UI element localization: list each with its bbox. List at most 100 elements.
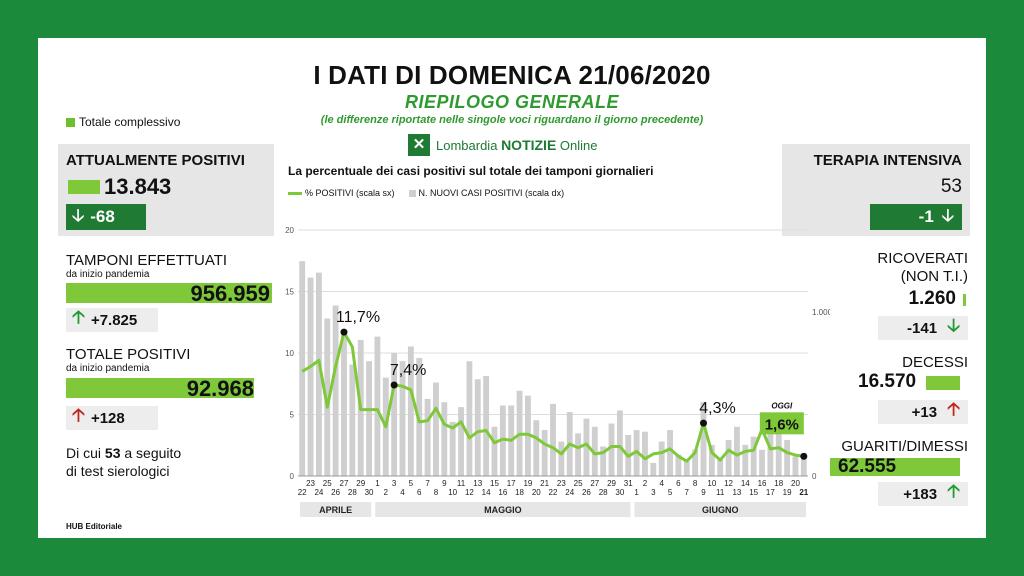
x-tick-label: 4 — [659, 479, 664, 488]
bar — [700, 402, 707, 476]
y-left-tick-label: 20 — [285, 226, 294, 235]
bar — [616, 410, 623, 476]
chart-title: La percentuale dei casi positivi sul tot… — [288, 164, 654, 178]
x-tick-label: 18 — [515, 488, 524, 497]
x-tick-label: 16 — [758, 479, 767, 488]
x-tick-label: 9 — [442, 479, 447, 488]
arrow-down-icon: 🡣 — [941, 205, 954, 225]
bar — [717, 459, 724, 476]
bar — [349, 364, 356, 476]
bar — [407, 346, 414, 476]
label-decessi: DECESSI — [902, 354, 968, 371]
bar — [792, 456, 799, 476]
x-tick-label: 8 — [693, 479, 698, 488]
x-tick-label: 17 — [766, 488, 775, 497]
x-tick-label: 15 — [749, 488, 758, 497]
bar — [667, 430, 673, 476]
totale-value: 92.968 — [186, 376, 254, 401]
y-left-tick-label: 10 — [285, 349, 294, 358]
legend-line: % POSITIVI (scala sx) — [288, 188, 395, 198]
x-tick-label: 29 — [607, 479, 616, 488]
x-tick-label: 2 — [643, 479, 648, 488]
bar — [759, 449, 765, 476]
arrow-down-icon: 🡣 — [72, 205, 85, 225]
bar — [767, 426, 774, 476]
x-tick-label: 5 — [668, 488, 673, 497]
label-tamponi-sub: da inizio pandemia — [66, 269, 150, 280]
totale-delta: 🡡 +128 — [66, 405, 158, 430]
x-tick-label: 7 — [685, 488, 690, 497]
bar — [424, 398, 431, 476]
bar — [642, 431, 648, 476]
bar — [692, 449, 699, 476]
tamponi-bar — [66, 283, 272, 303]
terapia-delta: -1 🡣 — [870, 204, 962, 230]
chart-legend: % POSITIVI (scala sx) N. NUOVI CASI POSI… — [288, 188, 564, 198]
bar — [775, 426, 782, 476]
ricoverati-value: 1.260 — [908, 288, 956, 309]
bar — [491, 426, 498, 476]
bar — [784, 439, 791, 476]
annotation-label: 11,7% — [336, 309, 380, 326]
x-tick-label: 14 — [482, 488, 491, 497]
label-ricoverati: RICOVERATI — [877, 250, 968, 267]
bar — [683, 461, 690, 476]
x-tick-label: 13 — [732, 488, 741, 497]
page-note: (le differenze riportate nelle singole v… — [320, 114, 704, 126]
annotation-label: 7,4% — [390, 362, 426, 379]
x-tick-label: 5 — [409, 479, 414, 488]
x-tick-label: 2 — [384, 488, 389, 497]
bar — [550, 403, 556, 476]
x-tick-label: 11 — [457, 479, 466, 488]
x-tick-label: 19 — [523, 479, 532, 488]
bar — [800, 453, 807, 476]
x-tick-label: 7 — [425, 479, 430, 488]
bar — [433, 382, 439, 476]
x-tick-label: 11 — [716, 488, 725, 497]
guariti-delta: +183 🡡 — [878, 481, 968, 506]
annotation-box — [759, 412, 804, 435]
attualmente-delta: 🡣 -68 — [66, 204, 146, 230]
bar — [675, 454, 682, 476]
bar — [608, 423, 615, 476]
month-band — [300, 502, 372, 517]
x-tick-label: 3 — [392, 479, 397, 488]
sierologici-note: Di cui 53 a seguito di test sierologici — [66, 445, 182, 479]
guariti-value: 62.555 — [838, 456, 897, 477]
x-tick-label: 26 — [582, 488, 591, 497]
x-tick-label: 26 — [331, 488, 340, 497]
bar — [315, 272, 322, 476]
legend-total-label: Totale complessivo — [79, 115, 181, 129]
bar — [725, 439, 732, 476]
label-terapia: TERAPIA INTENSIVA — [813, 152, 962, 169]
annotation-caption: OGGI — [771, 401, 793, 410]
bar — [499, 405, 506, 476]
arrow-down-icon: 🡣 — [947, 315, 960, 335]
x-tick-label: 30 — [615, 488, 624, 497]
bar — [332, 305, 339, 476]
brand: ✕ Lombardia NOTIZIE Online — [408, 134, 616, 156]
x-tick-label: 27 — [590, 479, 599, 488]
bar — [658, 441, 665, 476]
label-totale-sub: da inizio pandemia — [66, 363, 150, 374]
infographic-card: I DATI DI DOMENICA 21/06/2020 RIEPILOGO … — [38, 38, 986, 538]
x-tick-label: 29 — [356, 479, 365, 488]
x-tick-label: 24 — [314, 488, 323, 497]
panel-terapia-intensiva: TERAPIA INTENSIVA 53 -1 🡣 — [782, 144, 970, 236]
annotation-point — [340, 328, 348, 336]
label-tamponi: TAMPONI EFFETTUATI — [66, 252, 228, 269]
bar — [324, 318, 331, 476]
bar — [458, 407, 464, 476]
x-tick-label: 23 — [557, 479, 566, 488]
x-tick-label: 25 — [574, 479, 583, 488]
bar — [399, 361, 406, 476]
x-tick-label: 6 — [417, 488, 422, 497]
x-tick-label: 13 — [473, 479, 482, 488]
x-tick-label: 16 — [498, 488, 507, 497]
annotation-point — [699, 419, 707, 427]
bar — [474, 379, 481, 476]
x-tick-label: 14 — [741, 479, 750, 488]
month-band — [375, 502, 631, 517]
attualmente-bar — [68, 180, 100, 194]
